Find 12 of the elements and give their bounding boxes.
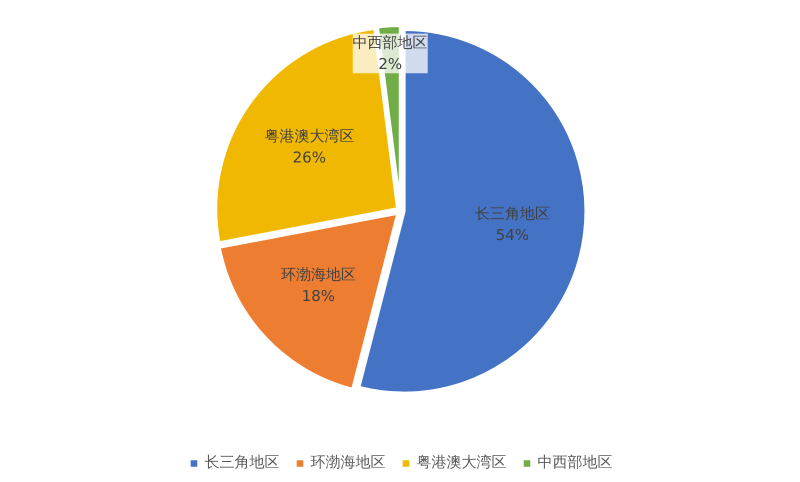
legend-label: 粤港澳大湾区 bbox=[416, 453, 506, 472]
slice-label: 环渤海地区 bbox=[280, 265, 356, 284]
data-label: 18% bbox=[302, 287, 335, 306]
data-label: 26% bbox=[292, 148, 326, 167]
legend-label: 中西部地区 bbox=[538, 453, 612, 472]
slice-label: 中西部地区 bbox=[352, 34, 428, 52]
legend-label: 长三角地区 bbox=[204, 453, 280, 472]
data-label: 54% bbox=[496, 226, 530, 244]
legend-label: 环渤海地区 bbox=[310, 453, 386, 472]
slice-label: 粤港澳大湾区 bbox=[264, 127, 354, 146]
data-label: 2% bbox=[378, 55, 402, 74]
slice-label: 长三角地区 bbox=[474, 204, 550, 223]
